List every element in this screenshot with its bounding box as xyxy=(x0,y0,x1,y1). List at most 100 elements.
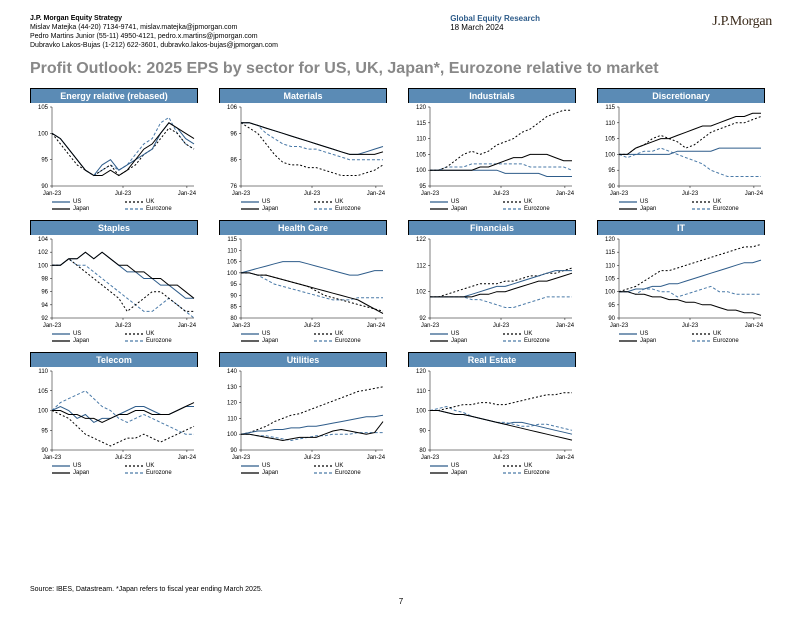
svg-text:Jul-23: Jul-23 xyxy=(115,191,132,197)
chart-panel: IT 9095100105110115120 Jan-23Jul-23Jan-2… xyxy=(597,220,765,344)
svg-text:80: 80 xyxy=(230,316,237,322)
svg-text:110: 110 xyxy=(416,389,426,395)
legend-eurozone: Eurozone xyxy=(125,470,198,476)
svg-text:120: 120 xyxy=(227,401,238,407)
chart-legend: US UK Japan Eurozone xyxy=(30,462,198,476)
svg-text:94: 94 xyxy=(41,303,48,309)
chart-legend: US UK Japan Eurozone xyxy=(408,330,576,344)
svg-text:110: 110 xyxy=(605,264,615,270)
chart-title: Staples xyxy=(30,220,198,235)
svg-text:110: 110 xyxy=(38,369,48,375)
svg-text:Jan-23: Jan-23 xyxy=(232,455,251,461)
legend-uk: UK xyxy=(692,331,765,337)
svg-text:105: 105 xyxy=(605,277,616,283)
legend-uk: UK xyxy=(125,199,198,205)
svg-text:85: 85 xyxy=(230,305,237,311)
legend-eurozone: Eurozone xyxy=(314,206,387,212)
legend-uk: UK xyxy=(125,331,198,337)
legend-japan: Japan xyxy=(619,338,692,344)
svg-text:100: 100 xyxy=(416,409,427,415)
svg-text:104: 104 xyxy=(38,237,49,243)
chart-legend: US UK Japan Eurozone xyxy=(219,462,387,476)
svg-text:98: 98 xyxy=(41,277,48,283)
legend-uk: UK xyxy=(314,463,387,469)
chart-panel: Staples 92949698100102104 Jan-23Jul-23Ja… xyxy=(30,220,198,344)
chart-panel: Discretionary 9095100105110115 Jan-23Jul… xyxy=(597,88,765,212)
legend-japan: Japan xyxy=(241,338,314,344)
svg-text:92: 92 xyxy=(41,316,48,322)
svg-text:Jan-23: Jan-23 xyxy=(43,323,62,329)
footer: Source: IBES, Datastream. *Japan refers … xyxy=(30,586,772,606)
legend-us: US xyxy=(430,331,503,337)
svg-text:100: 100 xyxy=(605,153,616,159)
svg-text:Jul-23: Jul-23 xyxy=(304,455,321,461)
svg-text:Jul-23: Jul-23 xyxy=(304,323,321,329)
svg-text:102: 102 xyxy=(416,290,427,296)
chart-panel: Utilities 90100110120130140 Jan-23Jul-23… xyxy=(219,352,387,476)
legend-eurozone: Eurozone xyxy=(314,470,387,476)
legend-uk: UK xyxy=(314,331,387,337)
chart-title: Utilities xyxy=(219,352,387,367)
svg-text:112: 112 xyxy=(416,264,426,270)
svg-text:95: 95 xyxy=(608,169,615,175)
legend-japan: Japan xyxy=(52,206,125,212)
svg-text:96: 96 xyxy=(41,290,48,296)
chart-panel: Energy relative (rebased) 9095100105 Jan… xyxy=(30,88,198,212)
svg-text:86: 86 xyxy=(230,158,237,164)
legend-uk: UK xyxy=(503,331,576,337)
chart-title: Materials xyxy=(219,88,387,103)
legend-uk: UK xyxy=(503,199,576,205)
svg-text:Jan-23: Jan-23 xyxy=(232,323,251,329)
svg-text:110: 110 xyxy=(227,417,237,423)
legend-us: US xyxy=(619,331,692,337)
svg-text:105: 105 xyxy=(416,153,427,159)
chart-grid: Energy relative (rebased) 9095100105 Jan… xyxy=(30,88,772,476)
legend-us: US xyxy=(241,463,314,469)
source-note: Source: IBES, Datastream. *Japan refers … xyxy=(30,586,772,593)
chart-title: Discretionary xyxy=(597,88,765,103)
legend-us: US xyxy=(430,199,503,205)
team-name: J.P. Morgan Equity Strategy xyxy=(30,14,278,23)
page-number: 7 xyxy=(30,597,772,606)
svg-text:Jul-23: Jul-23 xyxy=(682,191,699,197)
svg-text:100: 100 xyxy=(227,433,238,439)
svg-text:95: 95 xyxy=(41,158,48,164)
svg-text:76: 76 xyxy=(230,184,237,190)
contact-line: Pedro Martins Junior (55-11) 4950-4121, … xyxy=(30,32,278,41)
svg-text:Jul-23: Jul-23 xyxy=(493,323,510,329)
svg-text:105: 105 xyxy=(605,137,616,143)
svg-text:90: 90 xyxy=(41,184,48,190)
chart-legend: US UK Japan Eurozone xyxy=(408,462,576,476)
svg-text:Jan-24: Jan-24 xyxy=(367,323,386,329)
svg-text:Jan-24: Jan-24 xyxy=(367,191,386,197)
svg-text:105: 105 xyxy=(38,389,49,395)
chart-legend: US UK Japan Eurozone xyxy=(219,198,387,212)
svg-text:100: 100 xyxy=(605,290,616,296)
legend-eurozone: Eurozone xyxy=(314,338,387,344)
svg-text:Jan-24: Jan-24 xyxy=(178,323,197,329)
svg-text:140: 140 xyxy=(227,369,238,375)
page-header: J.P. Morgan Equity Strategy Mislav Matej… xyxy=(30,14,772,50)
svg-text:115: 115 xyxy=(605,105,615,111)
legend-japan: Japan xyxy=(241,470,314,476)
legend-us: US xyxy=(241,331,314,337)
svg-text:Jan-23: Jan-23 xyxy=(610,191,629,197)
legend-us: US xyxy=(52,331,125,337)
legend-uk: UK xyxy=(125,463,198,469)
svg-text:95: 95 xyxy=(419,184,426,190)
chart-panel: Industrials 95100105110115120 Jan-23Jul-… xyxy=(408,88,576,212)
svg-text:90: 90 xyxy=(230,294,237,300)
svg-text:Jul-23: Jul-23 xyxy=(493,191,510,197)
svg-text:Jan-24: Jan-24 xyxy=(556,191,575,197)
svg-text:Jul-23: Jul-23 xyxy=(493,455,510,461)
svg-text:105: 105 xyxy=(227,260,238,266)
chart-legend: US UK Japan Eurozone xyxy=(219,330,387,344)
svg-text:106: 106 xyxy=(227,105,238,111)
contact-line: Mislav Matejka (44-20) 7134-9741, mislav… xyxy=(30,23,278,32)
chart-legend: US UK Japan Eurozone xyxy=(597,330,765,344)
svg-text:130: 130 xyxy=(227,385,238,391)
chart-title: IT xyxy=(597,220,765,235)
svg-text:115: 115 xyxy=(605,251,615,257)
svg-text:Jul-23: Jul-23 xyxy=(682,323,699,329)
svg-text:115: 115 xyxy=(227,237,237,243)
